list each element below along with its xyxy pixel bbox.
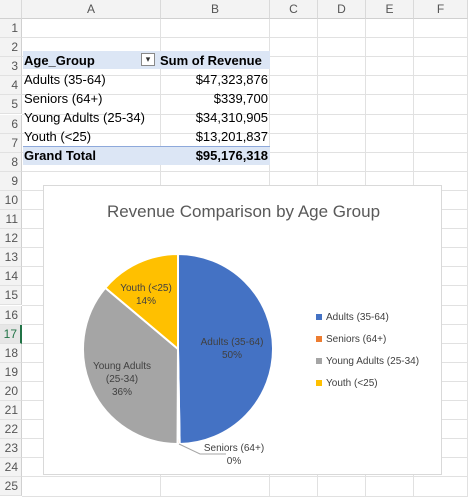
data-label-percent: 50% bbox=[221, 350, 242, 361]
row-header[interactable]: 15 bbox=[0, 286, 22, 306]
data-label-percent: 14% bbox=[135, 296, 156, 307]
chart-legend: Adults (35-64) Seniors (64+) Young Adult… bbox=[316, 306, 419, 394]
pivot-row-value[interactable]: $13,201,837 bbox=[195, 129, 268, 144]
pie-slice-adults[interactable] bbox=[177, 252, 274, 446]
pie-plot bbox=[82, 252, 274, 455]
data-label-category: Youth (<25) bbox=[120, 283, 172, 294]
row-header[interactable]: 7 bbox=[0, 133, 22, 153]
pivot-total-value[interactable]: $95,176,318 bbox=[195, 148, 268, 163]
legend-item: Young Adults (25-34) bbox=[316, 350, 419, 372]
pivot-row-label[interactable]: Seniors (64+) bbox=[24, 91, 103, 106]
legend-label: Adults (35-64) bbox=[326, 311, 389, 323]
row-header[interactable]: 23 bbox=[0, 439, 22, 459]
pie-slice-young-adults[interactable] bbox=[82, 286, 180, 446]
row-header[interactable]: 18 bbox=[0, 343, 22, 363]
column-header[interactable]: B bbox=[161, 0, 270, 19]
leader-line bbox=[178, 443, 226, 455]
data-label-percent: 0% bbox=[226, 456, 242, 467]
row-header[interactable]: 20 bbox=[0, 381, 22, 401]
row-header[interactable]: 19 bbox=[0, 362, 22, 382]
pivot-header-age-group[interactable]: Age_Group bbox=[24, 53, 95, 68]
row-header[interactable]: 17 bbox=[0, 324, 22, 344]
row-header[interactable]: 12 bbox=[0, 229, 22, 249]
legend-label: Seniors (64+) bbox=[326, 333, 387, 345]
row-header[interactable]: 24 bbox=[0, 458, 22, 478]
column-header[interactable]: F bbox=[414, 0, 468, 19]
legend-item: Seniors (64+) bbox=[316, 328, 419, 350]
row-header[interactable]: 1 bbox=[0, 19, 22, 39]
column-header[interactable]: C bbox=[270, 0, 318, 19]
row-header[interactable]: 13 bbox=[0, 248, 22, 268]
legend-swatch bbox=[316, 336, 322, 342]
legend-item: Adults (35-64) bbox=[316, 306, 419, 328]
data-label-adults: Adults (35-64) 50% bbox=[192, 336, 272, 362]
select-all-corner[interactable] bbox=[0, 0, 22, 19]
row-header[interactable]: 9 bbox=[0, 171, 22, 191]
column-header[interactable]: E bbox=[366, 0, 414, 19]
data-label-category: Adults (35-64) bbox=[200, 337, 264, 348]
filter-dropdown-icon[interactable]: ▾ bbox=[141, 53, 155, 66]
pie-slice-youth[interactable] bbox=[103, 252, 179, 352]
data-label-percent: 36% bbox=[111, 387, 132, 398]
row-gridline bbox=[22, 132, 468, 134]
pivot-row-label[interactable]: Young Adults (25-34) bbox=[24, 110, 145, 125]
data-label-youth: Youth (<25) 14% bbox=[114, 282, 178, 308]
legend-label: Young Adults (25-34) bbox=[326, 355, 420, 367]
pivot-total-band bbox=[23, 146, 270, 165]
row-header[interactable]: 16 bbox=[0, 305, 22, 325]
row-gridline bbox=[22, 476, 468, 478]
row-header[interactable]: 22 bbox=[0, 420, 22, 440]
row-header[interactable]: 6 bbox=[0, 114, 22, 134]
row-gridline bbox=[22, 170, 468, 172]
pie-chart[interactable]: Revenue Comparison by Age Group Adults (… bbox=[43, 185, 442, 475]
pivot-row-value[interactable]: $47,323,876 bbox=[195, 72, 268, 87]
row-gridline bbox=[22, 75, 468, 77]
row-gridline bbox=[22, 37, 468, 39]
legend-item: Youth (<25) bbox=[316, 372, 419, 394]
row-gridline bbox=[22, 113, 468, 115]
data-label-category: Seniors (64+) bbox=[203, 443, 265, 454]
row-header[interactable]: 21 bbox=[0, 401, 22, 421]
column-header[interactable]: D bbox=[318, 0, 366, 19]
pivot-row-value[interactable]: $339,700 bbox=[213, 91, 268, 106]
pivot-row-label[interactable]: Adults (35-64) bbox=[24, 72, 106, 87]
column-header[interactable]: A bbox=[22, 0, 161, 19]
data-label-seniors: Seniors (64+) 0% bbox=[194, 442, 274, 468]
row-header[interactable]: 11 bbox=[0, 210, 22, 230]
pivot-row-value[interactable]: $34,310,905 bbox=[195, 110, 268, 125]
pivot-row-label[interactable]: Youth (<25) bbox=[24, 129, 92, 144]
row-header[interactable]: 5 bbox=[0, 95, 22, 115]
data-label-young-adults: Young Adults (25-34) 36% bbox=[92, 361, 152, 398]
row-header[interactable]: 4 bbox=[0, 76, 22, 96]
row-header[interactable]: 14 bbox=[0, 267, 22, 287]
row-header[interactable]: 2 bbox=[0, 38, 22, 58]
row-gridline bbox=[22, 94, 468, 96]
legend-swatch bbox=[316, 380, 322, 386]
pivot-header-sum-revenue[interactable]: Sum of Revenue bbox=[160, 53, 262, 68]
row-header[interactable]: 25 bbox=[0, 477, 22, 497]
row-header[interactable]: 8 bbox=[0, 152, 22, 172]
row-header[interactable]: 3 bbox=[0, 57, 22, 77]
legend-label: Youth (<25) bbox=[326, 377, 378, 389]
legend-swatch bbox=[316, 358, 322, 364]
pivot-total-label[interactable]: Grand Total bbox=[24, 148, 96, 163]
legend-swatch bbox=[316, 314, 322, 320]
chart-title: Revenue Comparison by Age Group bbox=[106, 202, 381, 221]
row-header[interactable]: 10 bbox=[0, 190, 22, 210]
